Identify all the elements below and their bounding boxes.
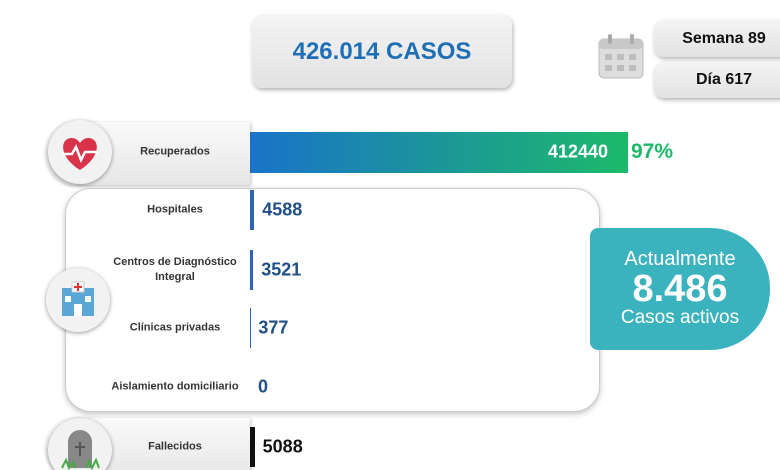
category-label: Centros de Diagnóstico Integral [113,256,237,283]
share-label: 97% [631,140,674,163]
value-label: 5088 [262,436,303,457]
bar [250,427,255,467]
total-cases: 426.014 CASOS [252,15,512,88]
category-label: Recuperados [140,145,210,158]
day-box: Día 617 [654,62,780,98]
category-label: Fallecidos [148,440,202,453]
category-label: Hospitales [147,203,203,216]
calendar-icon [598,34,644,79]
value-label: 377 [258,317,289,338]
active-box: Actualmente 8.486 Casos activos [590,228,770,350]
value-label: 4588 [262,199,303,220]
panel [65,188,600,412]
active-value: 8.486 [632,268,728,310]
bar [250,131,628,173]
value-label: 0 [258,376,269,397]
category-label: Aislamiento domiciliario [111,380,239,393]
active-title: Actualmente [624,248,736,270]
heart-icon [48,120,112,184]
bar [250,190,255,230]
active-label: Casos activos [620,307,740,328]
category-label: Clínicas privadas [129,321,221,334]
tombstone-icon [48,418,112,470]
week-box: Semana 89 [654,20,780,57]
hospital-icon [46,268,110,332]
value-label: 412440 [548,141,609,162]
value-label: 3521 [261,259,302,280]
bar [250,250,254,290]
